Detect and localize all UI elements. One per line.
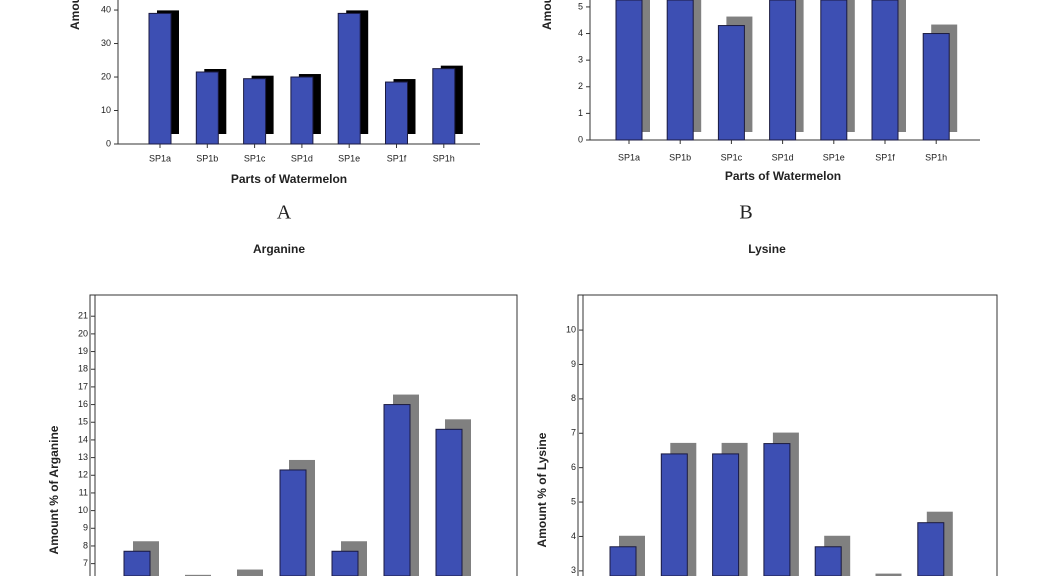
y-tick-label: 5: [578, 1, 583, 11]
y-tick-label: 20: [78, 328, 88, 338]
x-tick-label: SP1h: [433, 153, 455, 163]
bar: [712, 453, 740, 576]
x-tick-label: SP1e: [823, 152, 845, 162]
y-tick-label: 12: [78, 470, 88, 480]
x-axis-label: Parts of Watermelon: [725, 169, 841, 183]
bar: [666, 0, 694, 141]
y-axis-label: Amoun: [540, 0, 554, 30]
y-tick-label: 7: [83, 558, 88, 568]
bar: [615, 0, 643, 141]
y-tick-label: 40: [101, 4, 111, 14]
y-tick-label: 10: [101, 105, 111, 115]
bar: [922, 33, 950, 141]
bar: [195, 71, 219, 145]
plot-frame: [89, 294, 518, 576]
chart-title: Lysine: [748, 242, 786, 256]
bar: [717, 25, 745, 141]
x-tick-label: SP1d: [772, 152, 794, 162]
y-tick-label: 30: [101, 38, 111, 48]
y-axis-label: Amount % of Lysine: [535, 432, 549, 547]
plot-frame: [577, 294, 998, 576]
bar: [763, 443, 791, 576]
x-tick-label: SP1f: [875, 152, 895, 162]
bar: [917, 522, 945, 576]
bar: [331, 550, 359, 576]
x-tick-label: SP1c: [721, 152, 743, 162]
y-tick-label: 8: [83, 540, 88, 550]
y-tick-label: 9: [83, 523, 88, 533]
x-tick-label: SP1a: [149, 153, 171, 163]
bar: [385, 81, 408, 145]
y-tick-label: 0: [106, 138, 111, 148]
y-tick-label: 18: [78, 364, 88, 374]
bar: [814, 546, 842, 576]
x-axis-label: Parts of Watermelon: [231, 172, 347, 186]
y-tick-label: 17: [78, 381, 88, 391]
y-tick-label: 4: [578, 28, 583, 38]
y-tick-label: 10: [566, 324, 576, 334]
x-tick-label: SP1e: [338, 153, 360, 163]
bar: [243, 78, 267, 145]
y-tick-label: 2: [578, 81, 583, 91]
y-tick-label: 20: [101, 71, 111, 81]
x-tick-label: SP1b: [196, 153, 218, 163]
y-tick-label: 15: [78, 417, 88, 427]
x-tick-label: SP1a: [618, 152, 640, 162]
bar: [660, 453, 688, 576]
y-tick-label: 3: [571, 565, 576, 575]
y-tick-label: 19: [78, 346, 88, 356]
bar: [279, 469, 307, 576]
bar-shadow: [185, 574, 211, 576]
y-tick-label: 0: [578, 134, 583, 144]
y-tick-label: 14: [78, 434, 88, 444]
x-tick-label: SP1h: [925, 152, 947, 162]
y-tick-label: 3: [578, 55, 583, 65]
y-tick-label: 1: [578, 108, 583, 118]
panel-caption: B: [739, 202, 752, 224]
bar: [290, 76, 314, 145]
y-tick-label: 7: [571, 428, 576, 438]
y-tick-label: 4: [571, 531, 576, 541]
y-tick-label: 10: [78, 505, 88, 515]
y-axis-label: Amoun: [68, 0, 82, 30]
y-tick-label: 13: [78, 452, 88, 462]
y-tick-label: 11: [79, 487, 88, 497]
panel-caption: A: [277, 202, 292, 224]
y-tick-label: 9: [571, 359, 576, 369]
bar: [820, 0, 848, 141]
bar: [769, 0, 797, 141]
y-tick-label: 21: [78, 311, 88, 321]
x-tick-label: SP1c: [244, 153, 266, 163]
y-tick-label: 8: [571, 393, 576, 403]
y-tick-label: 16: [78, 399, 88, 409]
bar: [148, 12, 172, 145]
x-tick-label: SP1f: [387, 153, 407, 163]
bar: [383, 404, 411, 576]
x-tick-label: SP1d: [291, 153, 313, 163]
x-tick-label: SP1b: [669, 152, 691, 162]
bar: [435, 428, 463, 576]
bar: [337, 12, 361, 145]
bar: [432, 68, 456, 145]
bar: [123, 550, 151, 576]
y-tick-label: 6: [571, 462, 576, 472]
chart-title: Arganine: [253, 242, 305, 256]
y-axis-label: Amount % of Arganine: [47, 425, 61, 554]
bar: [871, 0, 899, 141]
bar-shadow: [875, 573, 902, 576]
y-tick-label: 5: [571, 496, 576, 506]
bar-shadow: [237, 569, 263, 576]
bar: [609, 546, 637, 576]
